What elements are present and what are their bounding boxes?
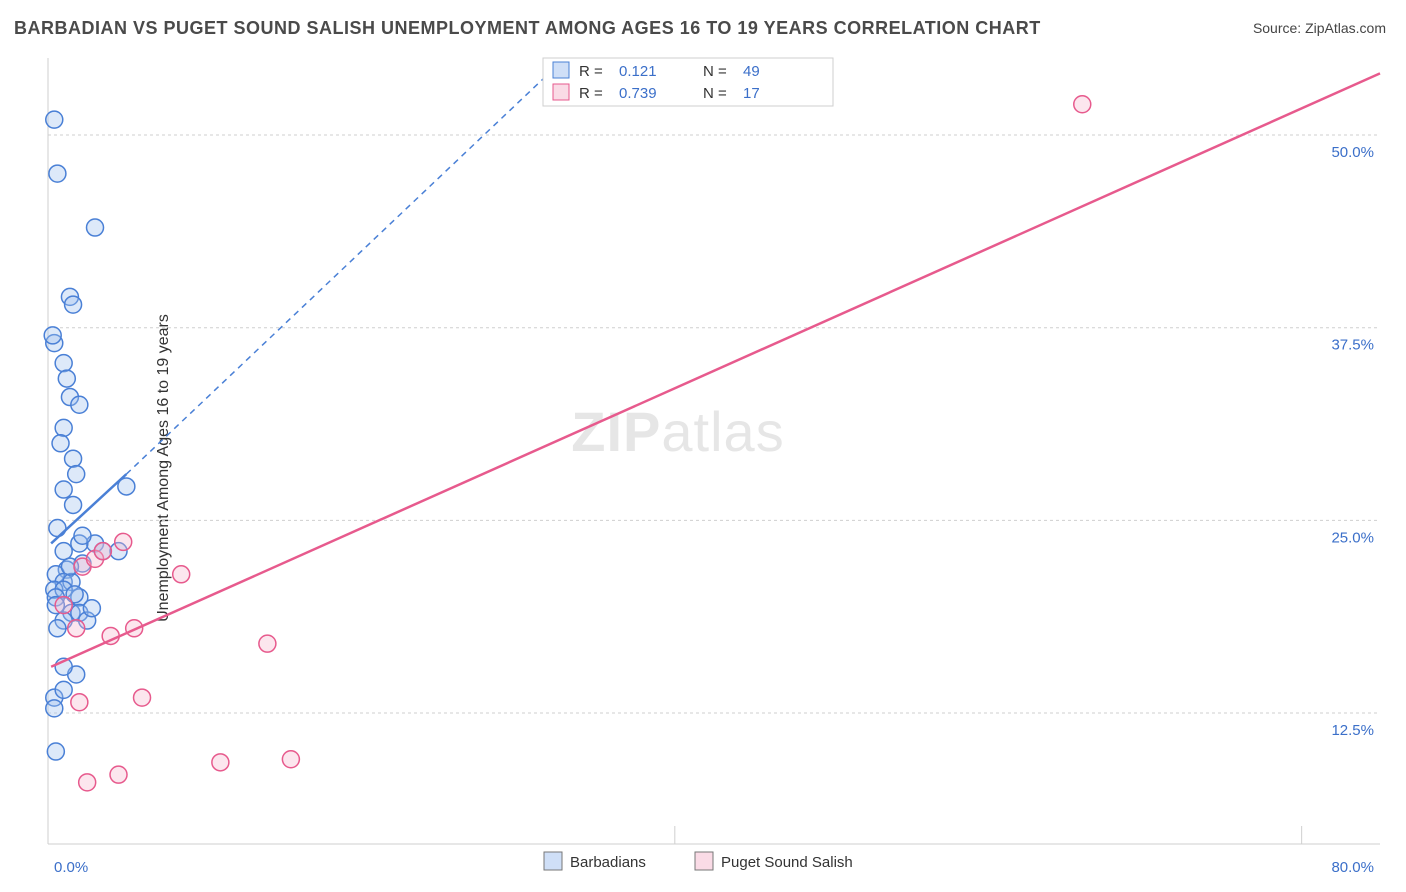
data-point: [58, 370, 75, 387]
y-tick-label: 50.0%: [1331, 144, 1374, 161]
data-point: [55, 419, 72, 436]
data-point: [55, 355, 72, 372]
data-point: [71, 396, 88, 413]
legend-series-label: Barbadians: [570, 854, 646, 871]
data-point: [55, 543, 72, 560]
legend-n-label: N =: [703, 85, 727, 102]
data-point: [65, 450, 82, 467]
source-link[interactable]: ZipAtlas.com: [1305, 20, 1386, 36]
y-tick-label: 25.0%: [1331, 529, 1374, 546]
chart-title: BARBADIAN VS PUGET SOUND SALISH UNEMPLOY…: [14, 18, 1041, 39]
data-point: [55, 681, 72, 698]
chart-area: Unemployment Among Ages 16 to 19 years Z…: [0, 44, 1406, 892]
data-point: [71, 694, 88, 711]
scatter-chart-svg: ZIPatlas 12.5% 25.0% 37.5% 50.0% 0.0% 80.0% R =…: [0, 44, 1406, 892]
data-point: [83, 600, 100, 617]
legend-n-value: 17: [743, 85, 760, 102]
legend-swatch: [553, 84, 569, 100]
data-point: [74, 527, 91, 544]
data-point: [282, 751, 299, 768]
data-point: [79, 774, 96, 791]
data-point: [110, 766, 127, 783]
data-point: [55, 481, 72, 498]
legend-swatch: [695, 852, 713, 870]
trend-line-extrapolated: [126, 58, 565, 474]
legend-r-value: 0.739: [619, 85, 657, 102]
data-point: [94, 543, 111, 560]
data-point: [65, 296, 82, 313]
data-point: [46, 700, 63, 717]
source-prefix: Source:: [1253, 20, 1305, 36]
data-point: [87, 219, 104, 236]
data-point: [44, 327, 61, 344]
legend-swatch: [544, 852, 562, 870]
legend-swatch: [553, 62, 569, 78]
data-point: [52, 435, 69, 452]
watermark: ZIPatlas: [571, 400, 784, 463]
y-tick-label: 12.5%: [1331, 722, 1374, 739]
data-point: [49, 620, 66, 637]
source-attribution: Source: ZipAtlas.com: [1253, 20, 1386, 36]
x-tick-label-max: 80.0%: [1331, 859, 1374, 876]
data-point: [49, 520, 66, 537]
data-point: [134, 689, 151, 706]
data-point: [65, 496, 82, 513]
data-point: [68, 620, 85, 637]
data-point: [55, 597, 72, 614]
data-point: [173, 566, 190, 583]
y-tick-label: 37.5%: [1331, 337, 1374, 354]
data-point: [47, 743, 64, 760]
legend-series-label: Puget Sound Salish: [721, 854, 853, 871]
legend-r-value: 0.121: [619, 63, 657, 80]
data-point: [49, 165, 66, 182]
data-point: [1074, 96, 1091, 113]
legend-r-label: R =: [579, 85, 603, 102]
data-point: [68, 466, 85, 483]
trend-line: [51, 73, 1380, 666]
legend-r-label: R =: [579, 63, 603, 80]
legend-n-label: N =: [703, 63, 727, 80]
data-point: [46, 111, 63, 128]
data-point: [259, 635, 276, 652]
legend-n-value: 49: [743, 63, 760, 80]
data-point: [115, 533, 132, 550]
x-tick-label-min: 0.0%: [54, 859, 88, 876]
data-point: [212, 754, 229, 771]
